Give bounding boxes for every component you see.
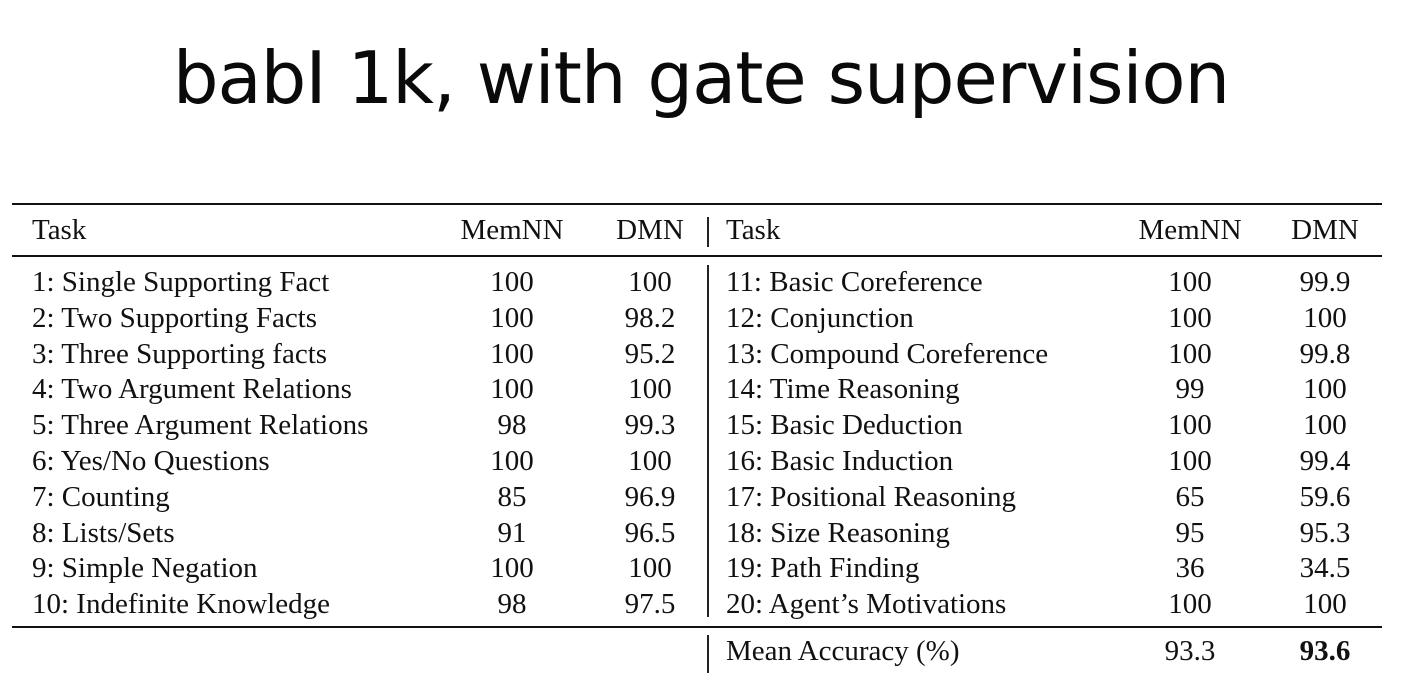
task-cell: 12: Conjunction — [726, 301, 914, 334]
memnn-cell: 100 — [490, 337, 534, 370]
memnn-cell: 100 — [1168, 409, 1212, 442]
memnn-cell: 65 — [1175, 480, 1205, 513]
column-divider — [707, 635, 709, 673]
memnn-cell: 91 — [497, 516, 527, 549]
task-cell: 17: Positional Reasoning — [726, 480, 1016, 513]
memnn-cell: 100 — [490, 301, 534, 334]
dmn-cell: 96.5 — [624, 516, 676, 549]
memnn-cell: 100 — [1168, 266, 1212, 298]
header-task-right: Task — [726, 214, 781, 246]
dmn-cell: 100 — [1303, 301, 1347, 334]
task-cell: 6: Yes/No Questions — [32, 445, 270, 477]
memnn-cell: 98 — [497, 588, 527, 621]
task-cell: 20: Agent’s Motivations — [726, 588, 1007, 621]
dmn-cell: 34.5 — [1299, 552, 1351, 585]
task-cell: 15: Basic Deduction — [726, 409, 963, 442]
task-cell: 11: Basic Coreference — [726, 266, 983, 298]
mean-accuracy-label: Mean Accuracy (%) — [726, 635, 960, 667]
memnn-cell: 100 — [490, 445, 534, 477]
mean-accuracy-row: Mean Accuracy (%) 93.3 93.6 — [12, 633, 1382, 669]
task-cell: 19: Path Finding — [726, 552, 920, 585]
dmn-cell: 95.3 — [1299, 516, 1351, 549]
table-top-rule — [12, 203, 1382, 205]
task-cell: 10: Indefinite Knowledge — [32, 588, 330, 621]
dmn-cell: 100 — [1303, 373, 1347, 406]
dmn-cell: 100 — [628, 373, 672, 406]
task-cell: 9: Simple Negation — [32, 552, 258, 585]
task-cell: 1: Single Supporting Fact — [32, 266, 330, 298]
dmn-cell: 97.5 — [624, 588, 676, 621]
table-row: 5: Three Argument Relations 98 99.3 15: Bas… — [12, 407, 1382, 443]
memnn-cell: 100 — [1168, 445, 1212, 477]
memnn-cell: 36 — [1175, 552, 1205, 585]
dmn-cell: 100 — [1303, 588, 1347, 621]
task-cell: 13: Compound Coreference — [726, 337, 1049, 370]
dmn-cell: 96.9 — [624, 480, 676, 513]
dmn-cell: 99.9 — [1299, 266, 1351, 298]
table-row: 4: Two Argument Relations 100 100 14: Time … — [12, 371, 1382, 407]
dmn-cell: 100 — [628, 266, 672, 298]
memnn-cell: 99 — [1175, 373, 1205, 406]
dmn-cell: 99.3 — [624, 409, 676, 442]
task-cell: 7: Counting — [32, 480, 170, 513]
table-bottom-rule — [12, 626, 1382, 628]
table-row: 10: Indefinite Knowledge 98 97.5 20: Agent’… — [12, 586, 1382, 622]
header-dmn-left: DMN — [616, 214, 684, 246]
dmn-cell: 100 — [628, 552, 672, 585]
memnn-cell: 95 — [1175, 516, 1205, 549]
header-task-left: Task — [32, 214, 87, 246]
dmn-cell: 100 — [628, 445, 672, 477]
results-table: Task MemNN DMN Task MemNN DMN 1: Single … — [12, 203, 1382, 673]
table-row: 1: Single Supporting Fact 100 100 11: Basic… — [12, 264, 1382, 300]
table-row: 7: Counting 85 96.9 17: Positional Reasonin… — [12, 479, 1382, 515]
table-row: 8: Lists/Sets 91 96.5 18: Size Reasoning 95 9… — [12, 515, 1382, 551]
memnn-cell: 100 — [490, 552, 534, 585]
table-row: 2: Two Supporting Facts 100 98.2 12: Conjun… — [12, 300, 1382, 336]
task-cell: 8: Lists/Sets — [32, 516, 175, 549]
table-header-rule — [12, 255, 1382, 257]
task-cell: 4: Two Argument Relations — [32, 373, 352, 406]
memnn-cell: 85 — [497, 480, 527, 513]
table-row: 3: Three Supporting facts 100 95.2 13: Comp… — [12, 336, 1382, 372]
table-row: 6: Yes/No Questions 100 100 16: Basic Induc… — [12, 443, 1382, 479]
table-row: 9: Simple Negation 100 100 19: Path Finding… — [12, 550, 1382, 586]
memnn-cell: 100 — [1168, 588, 1212, 621]
dmn-cell: 98.2 — [624, 301, 676, 334]
memnn-cell: 100 — [490, 373, 534, 406]
column-divider — [707, 217, 709, 247]
dmn-cell: 59.6 — [1299, 480, 1351, 513]
mean-accuracy-dmn: 93.6 — [1299, 635, 1351, 667]
memnn-cell: 98 — [497, 409, 527, 442]
memnn-cell: 100 — [1168, 301, 1212, 334]
dmn-cell: 100 — [1303, 409, 1347, 442]
task-cell: 5: Three Argument Relations — [32, 409, 369, 442]
dmn-cell: 95.2 — [624, 337, 676, 370]
memnn-cell: 100 — [490, 266, 534, 298]
dmn-cell: 99.4 — [1299, 445, 1351, 477]
slide-title: babI 1k, with gate supervision — [172, 36, 1230, 120]
task-cell: 3: Three Supporting facts — [32, 337, 328, 370]
task-cell: 16: Basic Induction — [726, 445, 954, 477]
header-memnn-right: MemNN — [1138, 214, 1242, 246]
header-dmn-right: DMN — [1291, 214, 1359, 246]
task-cell: 18: Size Reasoning — [726, 516, 950, 549]
task-cell: 14: Time Reasoning — [726, 373, 960, 406]
column-divider — [707, 265, 709, 617]
header-memnn-left: MemNN — [460, 214, 564, 246]
memnn-cell: 100 — [1168, 337, 1212, 370]
dmn-cell: 99.8 — [1299, 337, 1351, 370]
task-cell: 2: Two Supporting Facts — [32, 301, 318, 334]
mean-accuracy-memnn: 93.3 — [1164, 635, 1216, 667]
